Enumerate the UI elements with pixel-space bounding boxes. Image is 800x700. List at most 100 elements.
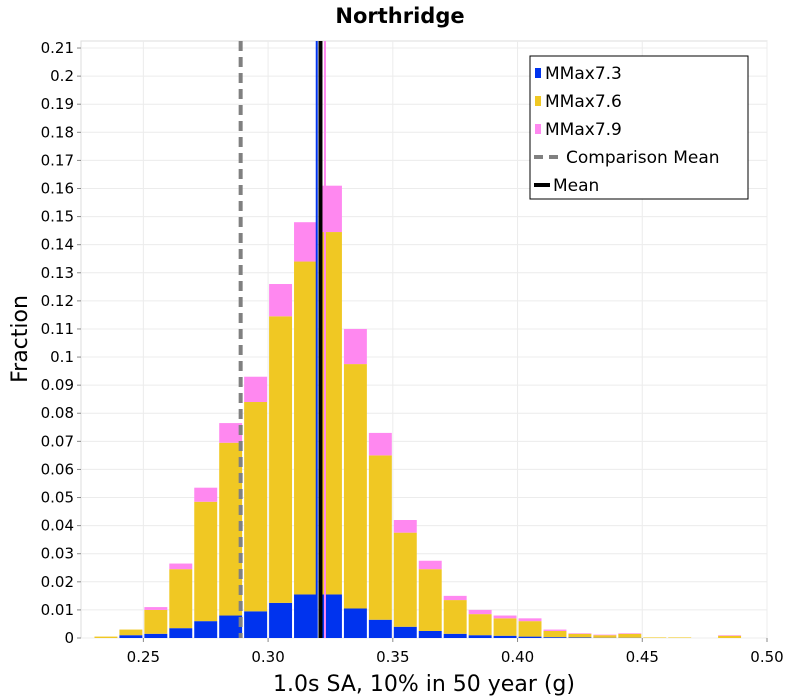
bar-mmax7-6 [368,455,392,620]
y-tick-label: 0.2 [50,67,74,85]
bar-mmax7-9 [169,563,193,570]
bar-mmax7-6 [643,637,667,638]
bar-mmax7-6 [294,261,317,595]
bar-mmax7-9 [343,328,367,365]
legend-box [529,55,749,200]
x-tick-label: 0.45 [626,648,659,666]
legend-label-mmax7-6: MMax7.6 [545,92,622,112]
bar-mmax7-9 [593,634,617,636]
bar-mmax7-6 [618,633,642,638]
bar-mmax7-6 [493,618,517,636]
bar-mmax7-6 [269,316,293,603]
bar-mmax7-6 [194,501,218,622]
x-tick-label: 0.40 [501,648,534,666]
x-tick-label: 0.25 [127,648,160,666]
legend-swatch-mmax7-9 [535,124,541,134]
bar-mmax7-3 [543,637,567,638]
bar-mmax7-6 [219,442,243,616]
bar-mmax7-3 [368,619,392,638]
y-tick-label: 0.09 [41,376,74,394]
bar-mmax7-3 [169,628,193,638]
y-tick-label: 0.1 [50,348,74,366]
bar-mmax7-6 [543,630,567,638]
y-axis-ticks: 0 0.01 0.02 0.03 0.04 0.05 0.06 0.07 0.08 0.09 0.1… [41,39,81,647]
bar-mmax7-3 [244,611,268,638]
bar-mmax7-6 [593,635,617,638]
legend-label-mmax7-9: MMax7.9 [545,120,622,140]
bar-mmax7-3 [219,615,243,638]
bar-mmax7-9 [718,635,742,636]
y-tick-label: 0.05 [41,489,74,507]
y-tick-label: 0.17 [41,151,74,169]
bar-mmax7-6 [668,637,692,638]
y-tick-label: 0.18 [41,123,74,141]
x-axis-ticks: 0.25 0.30 0.35 0.40 0.45 0.50 [127,638,784,666]
y-axis-label: Fraction [8,295,33,383]
bar-mmax7-9 [244,376,268,403]
chart-title: Northridge [335,4,464,28]
bar-mmax7-6 [244,402,268,612]
histogram-bars [94,185,742,638]
bar-mmax7-9 [443,595,467,601]
bar-mmax7-9 [219,423,243,443]
bar-mmax7-3 [568,637,592,638]
bar-mmax7-9 [144,607,168,610]
y-tick-label: 0.16 [41,179,74,197]
bar-mmax7-9 [393,520,417,533]
x-tick-label: 0.50 [750,648,783,666]
y-tick-label: 0.12 [41,292,74,310]
x-axis-label: 1.0s SA, 10% in 50 year (g) [273,672,575,697]
bar-mmax7-3 [393,626,417,638]
bar-mmax7-6 [718,635,742,638]
y-tick-label: 0.06 [41,460,74,478]
y-tick-label: 0.02 [41,573,74,591]
bar-mmax7-3 [194,621,218,638]
x-tick-label: 0.30 [251,648,284,666]
bar-mmax7-9 [468,609,492,615]
bar-mmax7-6 [518,621,542,637]
y-tick-label: 0 [64,629,74,647]
y-tick-label: 0.01 [41,601,74,619]
bar-mmax7-9 [518,618,542,622]
legend-label-comparison-mean: Comparison Mean [566,148,720,168]
bar-mmax7-6 [94,636,118,638]
bar-mmax7-3 [493,635,517,638]
legend-swatch-mmax7-6 [535,96,541,106]
legend-label-mean: Mean [553,176,599,196]
bar-mmax7-6 [119,629,143,636]
bar-mmax7-9 [368,432,392,456]
y-tick-label: 0.08 [41,404,74,422]
y-tick-label: 0.04 [41,517,74,535]
x-tick-label: 0.35 [376,648,409,666]
bar-mmax7-3 [418,630,442,638]
y-tick-label: 0.13 [41,264,74,282]
y-tick-label: 0.21 [41,39,74,57]
bar-mmax7-9 [618,633,642,634]
bar-mmax7-9 [543,629,567,631]
bar-mmax7-9 [294,222,317,262]
reference-lines [238,41,326,638]
bar-mmax7-9 [493,615,517,619]
bar-mmax7-9 [269,284,293,317]
bar-mmax7-3 [269,602,293,638]
bar-mmax7-3 [119,635,143,638]
bar-mmax7-3 [343,608,367,638]
y-tick-label: 0.14 [41,236,74,254]
y-tick-label: 0.15 [41,208,74,226]
y-tick-label: 0.19 [41,95,74,113]
bar-mmax7-6 [144,609,168,634]
bar-mmax7-3 [518,636,542,638]
bar-mmax7-6 [418,569,442,631]
y-tick-label: 0.11 [41,320,74,338]
chart-legend: MMax7.3 MMax7.6 MMax7.9 Comparison Mean Mean [529,55,749,200]
bar-mmax7-6 [343,364,367,609]
bar-mmax7-3 [443,633,467,638]
bar-mmax7-3 [294,594,317,638]
bar-mmax7-3 [468,635,492,638]
bar-mmax7-9 [568,633,592,634]
bar-mmax7-6 [568,633,592,638]
bar-mmax7-6 [393,532,417,627]
bar-mmax7-6 [169,569,193,629]
bar-mmax7-9 [418,560,442,570]
